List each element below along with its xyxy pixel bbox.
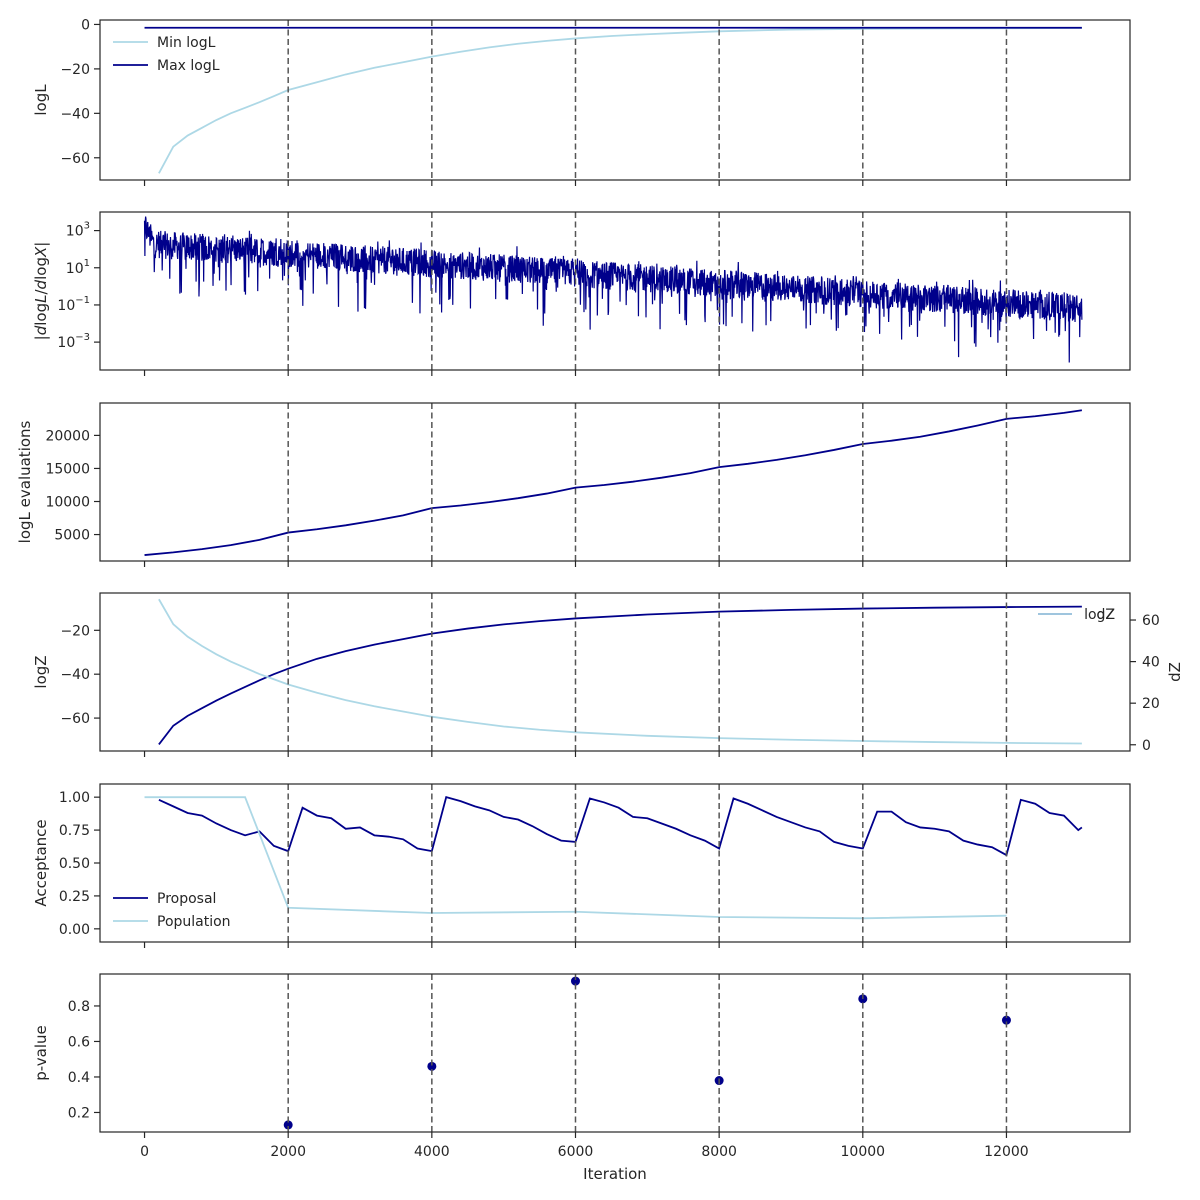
y-tick-label: 0.00 (59, 922, 90, 938)
y-axis-label-part: X (32, 246, 50, 258)
y-axis-label-part: log (32, 303, 50, 326)
y-tick-label: 103 (66, 221, 90, 240)
y-tick-label: 5000 (54, 528, 90, 544)
axes-frame (99, 211, 1131, 371)
y-axis-label: logZ (32, 655, 50, 688)
x-tick-label: 2000 (270, 1144, 306, 1160)
data-area (144, 409, 1083, 556)
y-tick-label: −60 (60, 151, 90, 167)
axes-frame (99, 402, 1131, 562)
panel-1: 0 −20 −40 −60 logL Min logL Max logL (32, 17, 1131, 186)
panel-3: 5000 10000 15000 20000 logL evaluations (16, 402, 1131, 567)
x-axis-label: Iteration (583, 1165, 647, 1183)
y-tick-label: 0.50 (59, 856, 90, 872)
series-line (158, 605, 1082, 745)
panel-5: 1.00 0.75 0.50 0.25 0.00 Acceptance Proposal Po… (32, 783, 1131, 948)
series-line (158, 796, 1083, 857)
data-area (158, 598, 1082, 745)
y-axis-label: |dlogL/dlogX| (32, 242, 50, 341)
y-right-tick-label: 40 (1142, 655, 1160, 671)
y-axis-label-part: d (32, 325, 50, 335)
data-point (570, 976, 580, 986)
legend-label: dZ (1097, 607, 1115, 623)
series-line (144, 796, 1007, 920)
y-tick-label: −20 (60, 62, 90, 78)
y-axis-label-part: L (32, 294, 50, 302)
y-axis-label-part: log (32, 257, 50, 280)
legend-label: Population (157, 914, 231, 930)
tick-exponent: −1 (75, 295, 90, 306)
series-line (158, 27, 1082, 174)
data-point (1001, 1015, 1011, 1025)
tick-base: 10 (66, 224, 84, 240)
x-tick-label: 10000 (841, 1144, 886, 1160)
legend-label: Max logL (157, 58, 220, 74)
axes-frame (99, 973, 1131, 1133)
data-point (427, 1061, 437, 1071)
y-tick-label: 20000 (45, 428, 90, 444)
y-tick-label: 10−3 (57, 332, 90, 351)
series-line (158, 598, 1082, 745)
panel-6: 0 2000 4000 6000 8000 10000 12000 0.8 0.6 0.4 0.2 p… (32, 973, 1131, 1183)
y-right-tick-label: 20 (1142, 696, 1160, 712)
y-axis-label-part: / (32, 288, 50, 294)
axes-frame (99, 783, 1131, 943)
y-tick-label: 10000 (45, 495, 90, 511)
data-area (144, 26, 1082, 174)
data-point (283, 1120, 293, 1130)
y-tick-label: −40 (60, 667, 90, 683)
x-tick-label: 8000 (701, 1144, 737, 1160)
tick-base: 10 (57, 298, 75, 314)
y-axis-label-part: | (32, 242, 50, 247)
y-axis-label: p-value (32, 1025, 50, 1081)
y-tick-label: −20 (60, 623, 90, 639)
tick-exponent: 1 (84, 258, 90, 269)
y-tick-label: 0.6 (68, 1034, 90, 1050)
y-tick-label: 0.75 (59, 823, 90, 839)
tick-base: 10 (66, 261, 84, 277)
x-tick-label: 6000 (558, 1144, 594, 1160)
y-tick-label: 0.2 (68, 1105, 90, 1121)
tick-exponent: −3 (75, 332, 90, 343)
y-right-tick-label: 0 (1142, 738, 1151, 754)
tick-exponent: 3 (84, 221, 90, 232)
y-right-axis-label: dZ (1166, 662, 1184, 682)
y-tick-label: 1.00 (59, 790, 90, 806)
legend-label: logZ (1084, 607, 1115, 623)
y-tick-label: 0.4 (68, 1070, 90, 1086)
data-area (144, 796, 1083, 920)
y-tick-label: 101 (66, 258, 90, 277)
y-axis-label-part: | (32, 335, 50, 340)
y-tick-label: −60 (60, 711, 90, 727)
y-tick-label: 15000 (45, 461, 90, 477)
tick-base: 10 (57, 335, 75, 351)
x-tick-label: 12000 (984, 1144, 1029, 1160)
y-right-tick-label: 60 (1142, 613, 1160, 629)
x-tick-label: 0 (140, 1144, 149, 1160)
axes-frame (99, 592, 1131, 752)
y-tick-label: 10−1 (57, 295, 90, 314)
data-area (143, 216, 1083, 363)
y-axis-label-part: d (32, 279, 50, 289)
series-line (143, 216, 1083, 363)
y-axis-label: logL evaluations (16, 420, 34, 543)
x-tick-label: 4000 (414, 1144, 450, 1160)
series-line (144, 409, 1083, 556)
y-tick-label: 0 (81, 17, 90, 33)
legend-label: Min logL (157, 35, 216, 51)
y-tick-label: −40 (60, 106, 90, 122)
y-axis-label: logL (32, 84, 50, 116)
y-tick-label: 0.8 (68, 999, 90, 1015)
y-axis-label: Acceptance (32, 819, 50, 906)
legend-label: Proposal (157, 891, 216, 907)
data-area (283, 976, 1011, 1130)
y-tick-label: 0.25 (59, 889, 90, 905)
axes-frame (99, 19, 1131, 181)
